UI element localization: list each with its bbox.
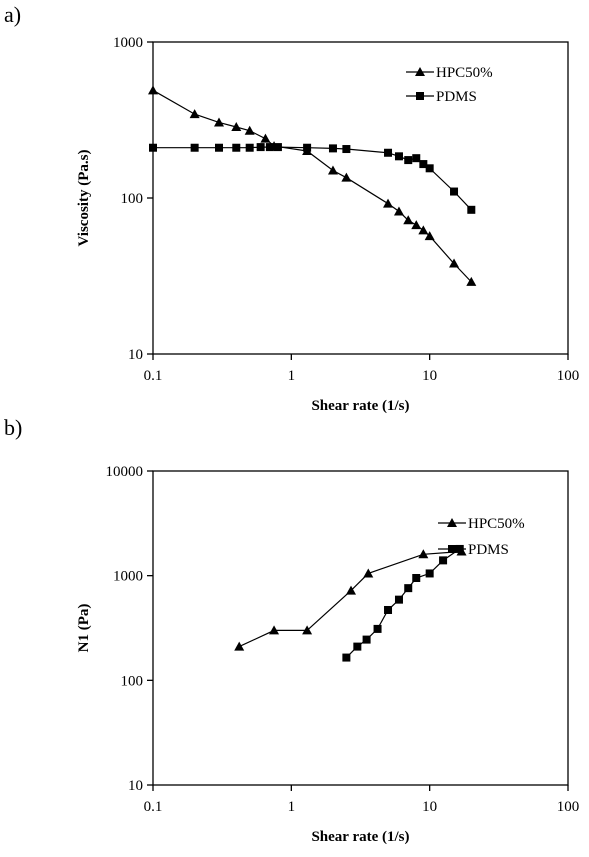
data-point (425, 569, 434, 578)
series-hpc50- (148, 85, 477, 286)
viscosity-chart: a) 10 100 1000 0.1 1 10 100 Shear rate (1/s) Vis… (4, 2, 579, 414)
data-point (273, 143, 282, 152)
data-point (466, 276, 477, 286)
y-tick-label: 100 (121, 673, 144, 689)
data-point (214, 117, 225, 127)
data-point (234, 641, 245, 651)
data-point (245, 143, 254, 152)
panel-label-b: b) (4, 415, 22, 440)
data-point (449, 258, 460, 268)
legend-marker (416, 92, 424, 100)
panel-label-a: a) (4, 2, 21, 27)
legend-entry: PDMS (438, 542, 509, 558)
data-point (403, 215, 414, 225)
series-line (153, 146, 472, 211)
data-point (231, 122, 242, 132)
series-pdms (342, 544, 464, 662)
x-tick-label: 0.1 (144, 368, 163, 384)
data-point (353, 642, 362, 651)
data-point (383, 198, 394, 208)
legend-label: HPC50% (436, 65, 493, 81)
data-point (384, 148, 393, 157)
x-tick-label: 100 (557, 368, 580, 384)
y-axis-label: N1 (Pa) (76, 604, 92, 653)
x-tick-label: 1 (288, 799, 296, 815)
x-axis-label: Shear rate (1/s) (311, 829, 409, 845)
x-tick-label: 1 (288, 368, 296, 384)
legend-label: HPC50% (468, 516, 525, 532)
data-point (467, 205, 476, 214)
y-tick-label: 10 (128, 347, 143, 363)
y-tick-label: 1000 (113, 35, 143, 51)
series-line (152, 89, 472, 283)
y-tick-label: 10000 (106, 464, 144, 480)
x-tick-label: 100 (557, 799, 580, 815)
data-point (342, 653, 351, 662)
data-point (404, 584, 413, 593)
data-point (341, 172, 352, 182)
legend-label: PDMS (468, 542, 509, 558)
data-point (411, 220, 422, 230)
data-point (328, 144, 337, 153)
data-point (190, 143, 199, 152)
legend-entry: HPC50% (406, 65, 493, 81)
y-tick-label: 1000 (113, 569, 143, 585)
data-point (244, 125, 255, 135)
data-point (232, 143, 241, 152)
data-point (439, 556, 448, 565)
data-point (362, 635, 371, 644)
data-point (346, 585, 357, 595)
data-point (418, 225, 429, 235)
data-point (384, 605, 393, 614)
data-point (412, 154, 421, 163)
data-point (418, 549, 429, 559)
legend-marker (448, 545, 456, 553)
legend-entry: PDMS (406, 89, 477, 105)
x-tick-label: 0.1 (144, 799, 163, 815)
data-point (265, 143, 274, 152)
y-tick-label: 10 (128, 778, 143, 794)
data-point (424, 231, 435, 241)
y-tick-label: 100 (121, 191, 144, 207)
data-point (394, 152, 403, 161)
data-point (256, 143, 265, 152)
data-point (404, 156, 413, 165)
data-point (394, 595, 403, 604)
data-point (419, 160, 428, 169)
legend-entry: HPC50% (438, 516, 525, 532)
data-point (269, 625, 280, 635)
y-axis-label: Viscosity (Pa.s) (76, 150, 92, 247)
legend-marker (447, 518, 457, 527)
data-point (327, 165, 338, 175)
data-point (215, 143, 224, 152)
data-point (302, 625, 313, 635)
x-tick-label: 10 (422, 368, 437, 384)
data-point (393, 206, 404, 216)
data-point (450, 187, 459, 196)
data-point (425, 164, 434, 173)
series-hpc50- (234, 546, 467, 651)
x-axis-label: Shear rate (1/s) (311, 398, 409, 414)
data-point (342, 145, 351, 154)
legend-marker (415, 67, 425, 76)
data-point (189, 109, 200, 119)
plot-frame (152, 41, 569, 355)
first-normal-stress-chart: b) 10 100 1000 10000 0.1 1 10 100 Shear rate (1/… (4, 415, 579, 845)
data-point (363, 568, 374, 578)
data-point (260, 133, 271, 143)
legend-label: PDMS (436, 89, 477, 105)
data-point (412, 573, 421, 582)
x-tick-label: 10 (422, 799, 437, 815)
data-point (149, 143, 157, 152)
plot-frame (152, 470, 569, 786)
data-point (373, 624, 382, 633)
series-pdms (149, 143, 476, 214)
data-point (303, 143, 312, 152)
data-point (148, 85, 158, 95)
